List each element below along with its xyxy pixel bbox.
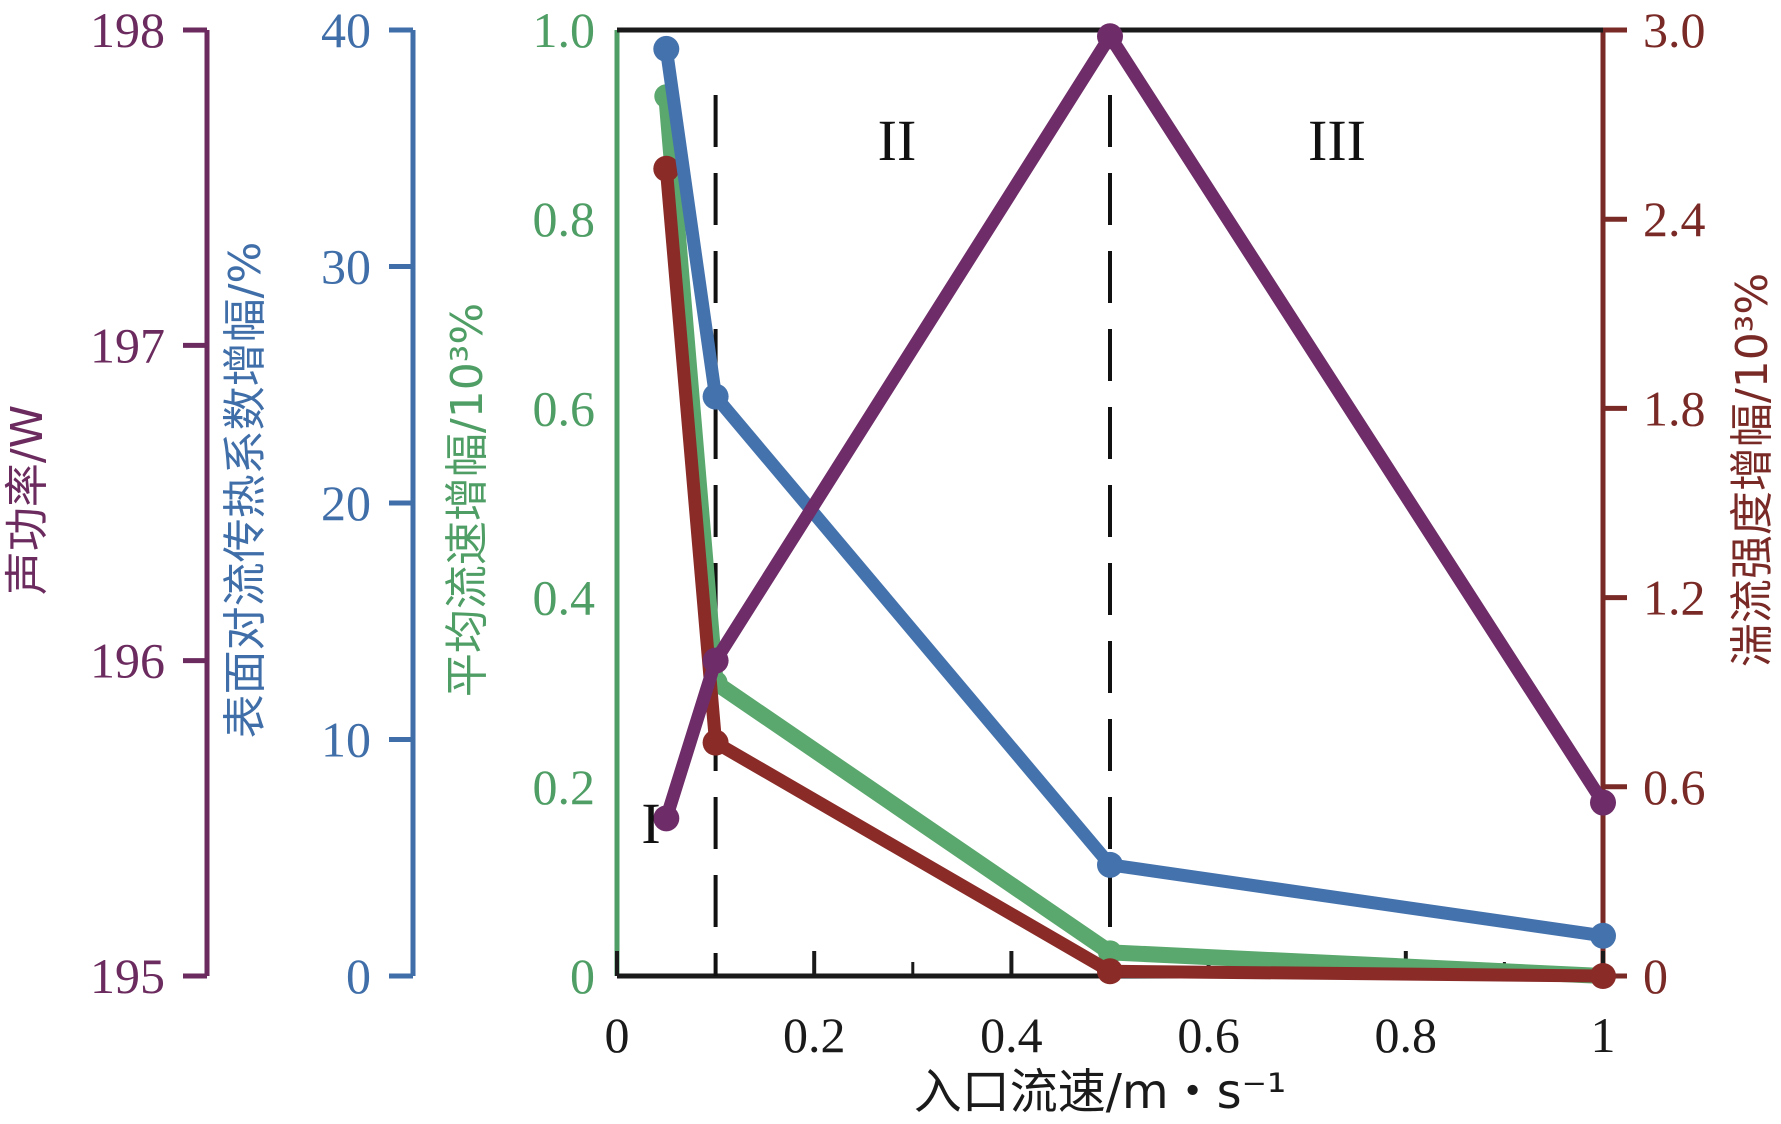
tick-label-velocity: 0 [570,948,595,1004]
x-tick-label: 0.8 [1375,1007,1438,1063]
data-point-htc [1097,851,1123,878]
axis-title-htc: 表面对流传热系数增幅/% [220,242,271,739]
data-point-turbulence [1097,958,1123,985]
labels-layer: III III [641,108,1366,856]
tick-label-velocity: 0.4 [533,570,596,626]
data-point-power [1097,23,1123,50]
x-tick-label: 0.6 [1177,1007,1240,1063]
series-layer [653,23,1616,989]
tick-label-velocity: 0.2 [533,759,596,815]
series-turbulence [653,155,1616,989]
tick-label-turbulence: 1.8 [1643,380,1706,436]
series-line-htc [659,42,1610,943]
tick-label-velocity: 0.8 [533,191,596,247]
data-point-turbulence [702,729,729,756]
axis-title-velocity: 平均流速增幅/10³% [442,303,493,697]
tick-label-power: 197 [90,317,165,373]
series-line-turbulence [659,162,1610,983]
axis-htc: 0 10 20 30 40 表面对流传热系数增幅/% [220,2,416,1004]
region-label-i: I [641,791,660,856]
tick-label-htc: 0 [346,948,371,1004]
data-point-turbulence [653,155,680,182]
data-point-htc [653,35,680,62]
tick-label-power: 196 [90,633,165,689]
tick-label-power: 198 [90,2,165,58]
series-line-power [659,29,1610,825]
tick-label-velocity: 0.6 [533,380,596,436]
series-htc [653,35,1616,949]
tick-label-htc: 10 [321,712,371,768]
tick-label-htc: 40 [321,2,371,58]
tick-label-htc: 30 [321,239,371,295]
x-tick-label: 0.2 [783,1007,846,1063]
tick-label-turbulence: 3.0 [1643,2,1706,58]
axis-velocity: 0 0.2 0.4 0.6 0.8 1.0 平均流速增幅/10³% [442,2,620,1004]
series-power [653,23,1616,832]
series-line-velocity [658,88,1611,984]
tick-label-power: 195 [90,948,165,1004]
data-point-power [653,805,680,832]
axis-title-power: 声功率/W [2,405,53,595]
tick-label-turbulence: 0 [1643,948,1668,1004]
region-label-iii: III [1308,108,1366,173]
data-point-turbulence [1590,963,1616,989]
tick-label-velocity: 1.0 [533,2,596,58]
region-label-ii: II [878,108,917,173]
axis-power: 195 196 197 198 声功率/W [2,2,210,1004]
data-point-htc [702,383,729,410]
tick-label-turbulence: 1.2 [1643,570,1706,626]
region-dividers [713,95,1112,976]
x-tick-label: 1 [1591,1007,1616,1063]
data-point-power [1590,789,1616,816]
tick-label-turbulence: 2.4 [1643,191,1706,247]
axis-title-turbulence: 湍流强度增幅/10³% [1727,273,1778,667]
data-point-htc [1590,922,1616,949]
tick-label-turbulence: 0.6 [1643,759,1706,815]
data-point-power [702,647,729,674]
x-tick-label: 0 [605,1007,630,1063]
data-point-velocity [1098,940,1122,965]
x-axis-title: 入口流速/m・s⁻¹ [914,1064,1287,1120]
x-tick-label: 0.4 [980,1007,1043,1063]
axis-turbulence: 0 0.6 1.2 1.8 2.4 3.0 湍流强度增幅/10³% [1600,2,1778,1004]
tick-label-htc: 20 [321,475,371,531]
